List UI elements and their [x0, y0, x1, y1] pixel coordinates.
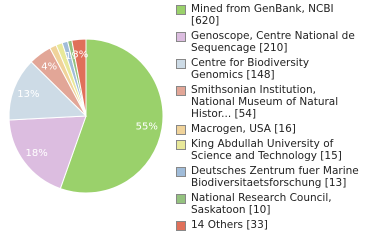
legend-label: 14 Others [33] — [191, 219, 268, 231]
legend-swatch — [176, 125, 186, 135]
legend-label: King Abdullah University of Science and … — [191, 138, 342, 162]
legend-item: National Research Council, Saskatoon [10… — [176, 192, 361, 216]
slice-label: 18% — [26, 148, 48, 159]
legend-swatch — [176, 32, 186, 42]
legend-item: Genoscope, Centre National de Sequencage… — [176, 30, 361, 54]
slice-label: 1% — [65, 51, 81, 62]
legend-label: National Research Council, Saskatoon [10… — [191, 192, 332, 216]
legend-label: Centre for Biodiversity Genomics [148] — [191, 57, 310, 81]
legend-label: Macrogen, USA [16] — [191, 123, 296, 135]
legend-item: 14 Others [33] — [176, 219, 361, 231]
legend-swatch — [176, 140, 186, 150]
legend-item: Smithsonian Institution, National Museum… — [176, 84, 361, 120]
legend-label: Smithsonian Institution, National Museum… — [191, 84, 339, 120]
slice-label: 13% — [17, 89, 39, 100]
legend-swatch — [176, 167, 186, 177]
legend-label: Genoscope, Centre National de Sequencage… — [191, 30, 355, 54]
pie: 55% 18% 13% 4% 1%3% — [8, 38, 164, 194]
legend-item: Mined from GenBank, NCBI [620] — [176, 3, 361, 27]
legend-item: Centre for Biodiversity Genomics [148] — [176, 57, 361, 81]
slice-label: 3% — [72, 50, 88, 61]
legend-swatch — [176, 5, 186, 15]
legend-label: Mined from GenBank, NCBI [620] — [191, 3, 334, 27]
slice-label: 4% — [41, 62, 57, 73]
legend-label: Deutsches Zentrum fuer Marine Biodiversi… — [191, 165, 359, 189]
legend-item: Deutsches Zentrum fuer Marine Biodiversi… — [176, 165, 361, 189]
slice-label: 55% — [136, 121, 158, 132]
legend-swatch — [176, 59, 186, 69]
legend: Mined from GenBank, NCBI [620] Genoscope,… — [176, 3, 376, 234]
pie-slice — [8, 61, 88, 121]
pie-slice — [71, 38, 87, 117]
legend-item: King Abdullah University of Science and … — [176, 138, 361, 162]
pie-slice — [59, 38, 164, 194]
pie-slice — [8, 115, 87, 190]
legend-swatch — [176, 194, 186, 204]
legend-item: Macrogen, USA [16] — [176, 123, 361, 135]
legend-swatch — [176, 221, 186, 231]
legend-swatch — [176, 86, 186, 96]
